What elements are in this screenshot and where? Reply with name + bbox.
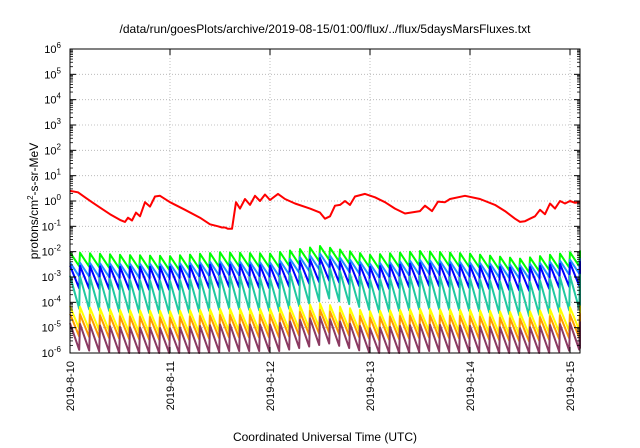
grid-lines xyxy=(70,49,580,353)
y-tick-labels: 10-610-510-410-310-210-11001011021031041… xyxy=(42,41,62,360)
chart-title: /data/run/goesPlots/archive/2019-08-15/0… xyxy=(120,22,532,36)
y-tick-label: 10-1 xyxy=(42,218,62,233)
x-tick-label: 2019-8-12 xyxy=(265,361,277,411)
y-tick-label-exponent: 1 xyxy=(57,168,62,177)
x-tick-label: 2019-8-13 xyxy=(365,361,377,411)
x-tick-label: 2019-8-11 xyxy=(165,361,177,410)
y-tick-label: 10-3 xyxy=(42,269,62,284)
y-axis-label-prefix: protons/cm xyxy=(27,200,41,259)
y-tick-label-base: 10 xyxy=(44,44,56,56)
y-tick-label: 100 xyxy=(44,193,61,208)
y-tick-label-base: 10 xyxy=(44,171,56,183)
x-tick-label: 2019-8-10 xyxy=(65,361,77,411)
y-tick-label: 103 xyxy=(44,117,61,132)
x-axis-label: Coordinated Universal Time (UTC) xyxy=(233,430,417,444)
y-tick-label-base: 10 xyxy=(44,120,56,132)
y-tick-label: 104 xyxy=(44,92,61,107)
y-tick-label-base: 10 xyxy=(42,348,54,360)
y-tick-label: 10-5 xyxy=(42,320,62,335)
y-tick-label-exponent: -1 xyxy=(54,218,62,227)
y-tick-label-exponent: -5 xyxy=(54,320,62,329)
series-line-7 xyxy=(69,315,581,354)
y-axis-label: protons/cm2-s-sr-MeV xyxy=(26,143,41,259)
y-tick-label-base: 10 xyxy=(42,297,54,309)
y-tick-label-exponent: 6 xyxy=(57,41,62,50)
y-tick-label-base: 10 xyxy=(44,145,56,157)
y-tick-label: 102 xyxy=(44,142,61,157)
series-group xyxy=(69,189,581,354)
y-tick-label-exponent: 2 xyxy=(57,142,62,151)
y-tick-label: 10-2 xyxy=(42,244,62,259)
x-tick-label: 2019-8-14 xyxy=(465,361,477,411)
y-tick-label-exponent: 3 xyxy=(57,117,62,126)
y-tick-label-exponent: 4 xyxy=(57,92,62,101)
y-tick-label-base: 10 xyxy=(44,95,56,107)
y-tick-label-base: 10 xyxy=(42,247,54,259)
y-tick-label-base: 10 xyxy=(42,323,54,335)
y-tick-label: 106 xyxy=(44,41,61,56)
y-tick-label-exponent: 0 xyxy=(57,193,62,202)
y-tick-label-exponent: -4 xyxy=(54,294,62,303)
y-tick-label-base: 10 xyxy=(44,196,56,208)
axis-ticks xyxy=(69,48,580,354)
y-tick-label-base: 10 xyxy=(42,272,54,284)
y-axis-label-superscript: 2 xyxy=(26,195,35,200)
y-axis-label-suffix: -s-sr-MeV xyxy=(27,143,41,196)
y-tick-label: 10-6 xyxy=(42,345,62,360)
series-line-4 xyxy=(69,264,581,318)
y-tick-label-base: 10 xyxy=(42,221,54,233)
y-tick-label: 101 xyxy=(44,168,61,183)
y-tick-label-base: 10 xyxy=(44,69,56,81)
x-tick-label: 2019-8-15 xyxy=(565,361,577,411)
series-line-0 xyxy=(69,189,581,230)
y-tick-label: 105 xyxy=(44,66,61,81)
x-tick-labels: 2019-8-10 2019-8-11 2019-8-12 2019-8-13 2019… xyxy=(65,361,577,411)
y-tick-label-exponent: -2 xyxy=(54,244,62,253)
y-tick-label: 10-4 xyxy=(42,294,62,309)
y-tick-label-exponent: 5 xyxy=(57,66,62,75)
y-tick-label-exponent: -6 xyxy=(54,345,62,354)
y-tick-label-exponent: -3 xyxy=(54,269,62,278)
